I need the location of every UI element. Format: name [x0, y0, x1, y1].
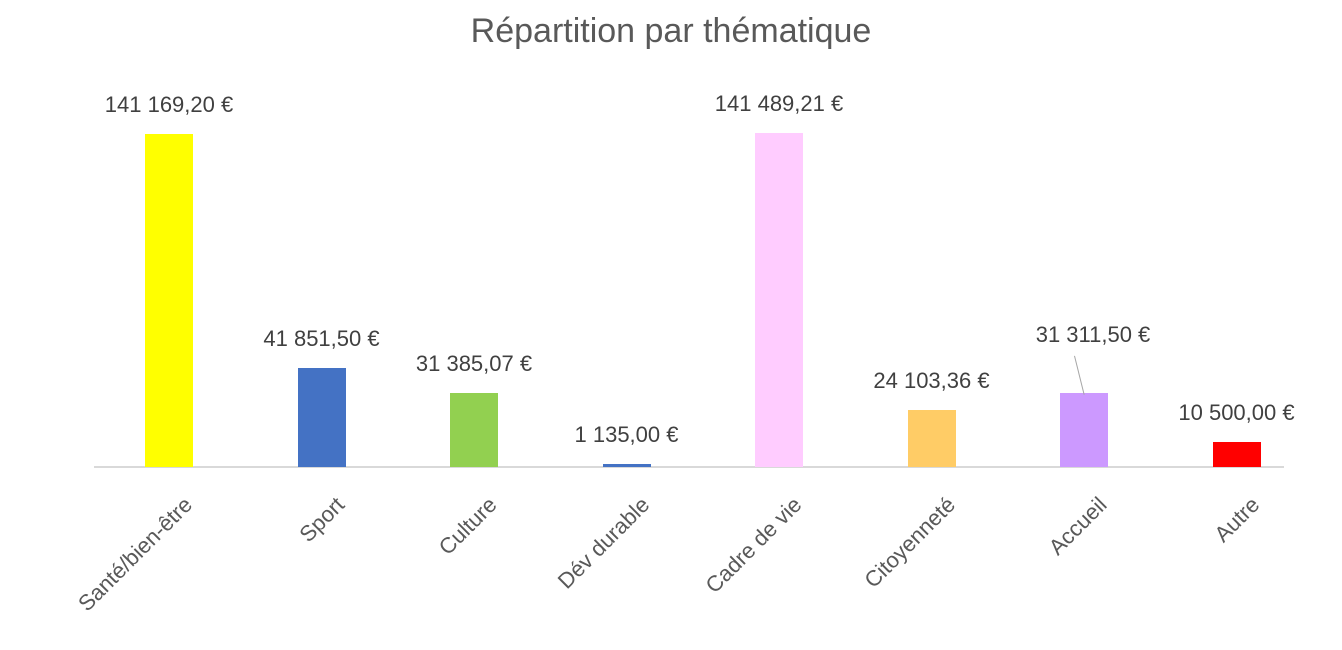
category-label: Culture	[433, 492, 502, 560]
bar	[602, 464, 651, 467]
data-label: 10 500,00 €	[1178, 400, 1295, 425]
bar	[1060, 393, 1108, 467]
category-label: Accueil	[1043, 492, 1112, 560]
chart-title: Répartition par thématique	[470, 12, 872, 50]
category-label: Dév durable	[552, 492, 654, 594]
bar	[1212, 442, 1261, 467]
category-label: Autre	[1208, 492, 1264, 547]
data-label: 31 311,50 €	[1035, 322, 1151, 347]
data-label: 141 169,20 €	[104, 92, 234, 117]
data-label: 31 385,07 €	[415, 351, 533, 376]
data-label: 1 135,00 €	[574, 422, 679, 447]
category-label: Sport	[293, 492, 349, 547]
category-label: Cadre de vie	[700, 492, 807, 598]
bar	[755, 133, 803, 467]
data-label: 141 489,21 €	[714, 91, 844, 116]
data-label: 41 851,50 €	[263, 326, 380, 351]
data-label: 24 103,36 €	[873, 368, 990, 393]
bar	[450, 393, 498, 467]
category-label: Citoyenneté	[858, 492, 960, 593]
bar	[145, 134, 193, 467]
bar	[907, 410, 956, 467]
category-label: Santé/bien-être	[73, 492, 198, 617]
bar	[297, 368, 346, 467]
x-axis-line	[94, 466, 1284, 468]
leader-line	[1074, 355, 1085, 395]
